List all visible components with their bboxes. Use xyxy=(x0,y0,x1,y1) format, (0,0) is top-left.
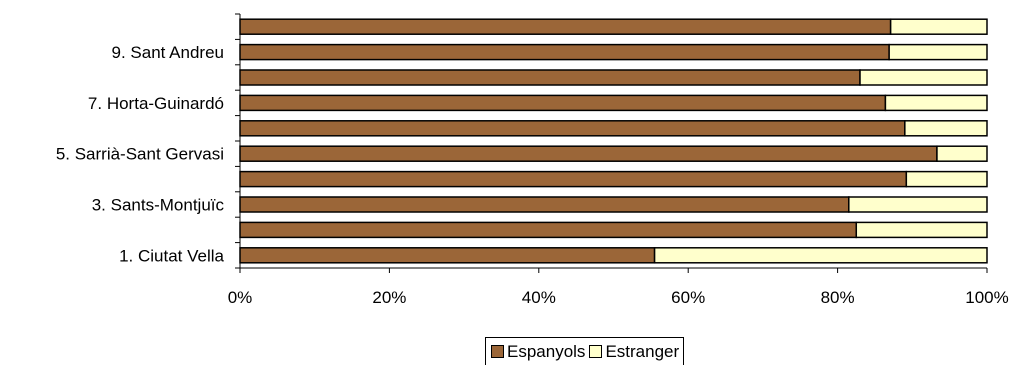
bar-estranger-6 xyxy=(904,120,988,137)
bar-estranger-9 xyxy=(888,43,988,61)
axes-group xyxy=(235,13,988,273)
x-tick-label: 80% xyxy=(821,288,855,307)
bar-estranger-2 xyxy=(855,221,988,239)
y-tick-label: 1. Ciutat Vella xyxy=(119,246,224,265)
legend-item-espanyols: Espanyols xyxy=(491,342,585,362)
y-tick-label: 5. Sarrià-Sant Gervasi xyxy=(56,145,224,164)
bar-espanyols-6 xyxy=(239,120,906,137)
bar-espanyols-4 xyxy=(239,170,908,188)
bar-espanyols-5 xyxy=(239,145,938,162)
bar-estranger-3 xyxy=(848,196,988,213)
bar-estranger-5 xyxy=(936,145,988,162)
legend-label-estranger: Estranger xyxy=(605,341,680,361)
bar-estranger-7 xyxy=(884,94,988,112)
x-tick-label: 20% xyxy=(372,288,406,307)
stacked-bar-chart: 0% 20% 40% 60% 80% 100% 1. Ciutat Vella 3. Sant… xyxy=(56,13,1009,307)
legend-item-estranger: Estranger xyxy=(589,342,679,362)
x-tick-label: 0% xyxy=(228,288,253,307)
bar-espanyols-2 xyxy=(239,221,858,239)
y-tick-label: 7. Horta-Guinardó xyxy=(88,94,224,113)
x-tick-label: 100% xyxy=(965,288,1008,307)
bar-espanyols-10 xyxy=(239,18,892,35)
bar-espanyols-3 xyxy=(239,196,850,213)
bar-estranger-1 xyxy=(653,247,988,264)
bar-espanyols-8 xyxy=(239,69,861,86)
bar-espanyols-7 xyxy=(239,94,887,112)
labels-group: 0% 20% 40% 60% 80% 100% 1. Ciutat Vella 3. Sant… xyxy=(56,43,1009,307)
legend: Espanyols Estranger xyxy=(485,337,685,365)
legend-label-espanyols: Espanyols xyxy=(507,341,586,361)
y-tick-label: 9. Sant Andreu xyxy=(112,43,224,62)
legend-swatch-estranger xyxy=(589,345,603,358)
legend-swatch-espanyols xyxy=(491,345,504,358)
x-tick-label: 40% xyxy=(522,288,556,307)
bar-estranger-4 xyxy=(905,170,988,188)
bar-espanyols-1 xyxy=(239,247,656,264)
bars-group xyxy=(239,18,988,264)
bar-espanyols-9 xyxy=(239,43,890,61)
bar-estranger-10 xyxy=(889,18,988,35)
x-tick-label: 60% xyxy=(671,288,705,307)
bar-estranger-8 xyxy=(859,69,988,86)
y-tick-label: 3. Sants-Montjuïc xyxy=(92,196,225,215)
